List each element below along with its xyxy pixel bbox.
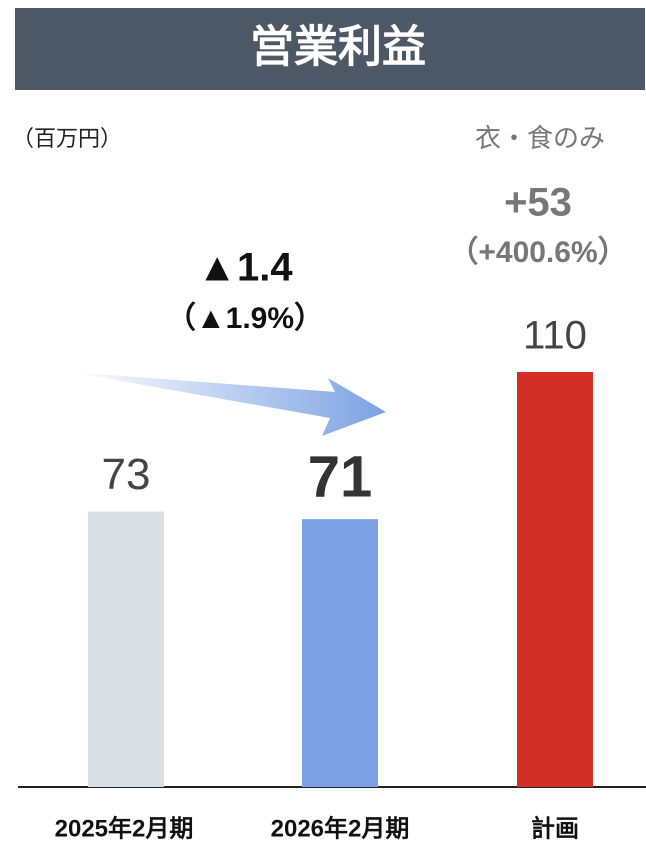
plan-note: 衣・食のみ bbox=[475, 123, 605, 153]
change: ▲1.4 bbox=[197, 246, 293, 290]
plan-change-pct: （+400.6%） bbox=[448, 235, 627, 269]
value-label: 110 bbox=[523, 314, 587, 358]
value-label: 71 bbox=[308, 444, 373, 509]
trend-arrow bbox=[70, 372, 386, 436]
plan-change: +53 bbox=[504, 181, 572, 225]
value-label: 73 bbox=[102, 450, 151, 499]
unit-label: （百万円） bbox=[12, 126, 122, 151]
bar bbox=[302, 519, 378, 787]
change-pct: （▲1.9%） bbox=[166, 301, 324, 335]
title-bar bbox=[15, 8, 645, 90]
x-tick-label: 2026年2月期 bbox=[271, 814, 410, 842]
x-tick-label: 計画 bbox=[531, 814, 579, 842]
chart-title: 営業利益 bbox=[250, 23, 426, 72]
bar bbox=[88, 511, 164, 787]
x-tick-label: 2025年2月期 bbox=[55, 814, 194, 842]
bar bbox=[517, 372, 593, 787]
